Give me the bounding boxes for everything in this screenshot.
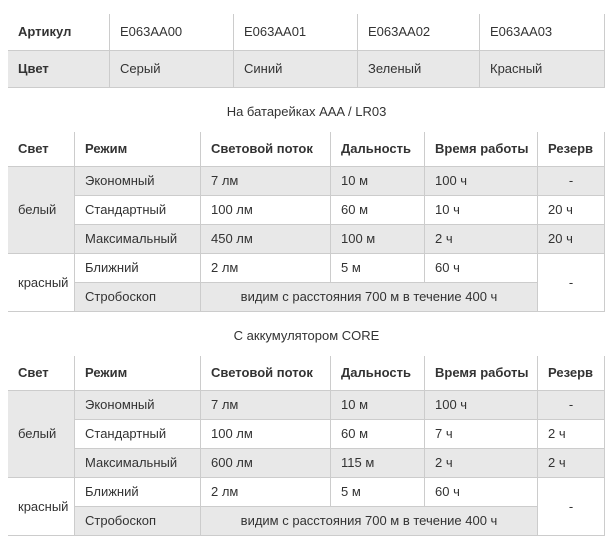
mode-cell: Стандартный xyxy=(75,420,201,449)
table-row: красный Ближний 2 лм 5 м 60 ч - xyxy=(8,254,605,312)
distance-cell: 5 м xyxy=(331,478,425,507)
mode-cell: Стробоскоп xyxy=(75,507,201,536)
time-cell: 2 ч xyxy=(425,449,538,478)
strobe-row: Стробоскоп видим с расстояния 700 м в те… xyxy=(8,507,605,536)
reserve-cell: - xyxy=(538,478,605,536)
distance-cell: 5 м xyxy=(331,254,425,283)
reserve-cell: - xyxy=(538,254,605,312)
color-value: Серый xyxy=(110,51,234,88)
light-group-red: красный xyxy=(8,254,75,312)
table-row: Максимальный 600 лм 115 м 2 ч 2 ч xyxy=(8,449,605,478)
strobe-visibility-cell: видим с расстояния 700 м в течение 400 ч xyxy=(201,507,538,536)
table-row: Максимальный 450 лм 100 м 2 ч 20 ч xyxy=(8,225,605,254)
mode-cell: Экономный xyxy=(75,167,201,196)
distance-cell: 115 м xyxy=(331,449,425,478)
distance-cell: 100 м xyxy=(331,225,425,254)
flux-cell: 450 лм xyxy=(201,225,331,254)
time-cell: 10 ч xyxy=(425,196,538,225)
table-row: белый Экономный 7 лм 10 м 100 ч - xyxy=(8,391,605,478)
mode-cell: Ближний xyxy=(75,254,201,283)
distance-cell: 10 м xyxy=(331,167,425,196)
distance-cell: 60 м xyxy=(331,420,425,449)
table-row: белый Экономный 7 лм 10 м 100 ч - xyxy=(8,167,605,254)
time-cell: 60 ч xyxy=(425,254,538,283)
flux-cell: 7 лм xyxy=(201,167,331,196)
header-reserve: Резерв xyxy=(538,132,605,167)
header-mode: Режим xyxy=(75,356,201,391)
reserve-cell: 20 ч xyxy=(538,196,605,225)
strobe-row: Стробоскоп видим с расстояния 700 м в те… xyxy=(8,283,605,312)
reserve-cell: 20 ч xyxy=(538,225,605,254)
flux-cell: 600 лм xyxy=(201,449,331,478)
article-label: Артикул xyxy=(8,14,110,51)
table-row: красный Ближний 2 лм 5 м 60 ч - xyxy=(8,478,605,536)
time-cell: 100 ч xyxy=(425,167,538,196)
product-table: Артикул E063AA00 E063AA01 E063AA02 E063A… xyxy=(8,14,605,88)
spec-header-row: Свет Режим Световой поток Дальность Врем… xyxy=(8,356,605,391)
header-flux: Световой поток xyxy=(201,356,331,391)
flux-cell: 2 лм xyxy=(201,254,331,283)
page-content: Артикул E063AA00 E063AA01 E063AA02 E063A… xyxy=(8,14,605,536)
article-value: E063AA00 xyxy=(110,14,234,51)
color-label: Цвет xyxy=(8,51,110,88)
reserve-cell: - xyxy=(538,391,605,420)
article-row: Артикул E063AA00 E063AA01 E063AA02 E063A… xyxy=(8,14,605,51)
reserve-cell: 2 ч xyxy=(538,420,605,449)
flux-cell: 100 лм xyxy=(201,196,331,225)
light-group-white: белый xyxy=(8,167,75,254)
header-light: Свет xyxy=(8,356,75,391)
table-row: Стандартный 100 лм 60 м 10 ч 20 ч xyxy=(8,196,605,225)
mode-cell: Ближний xyxy=(75,478,201,507)
article-value: E063AA01 xyxy=(234,14,358,51)
header-flux: Световой поток xyxy=(201,132,331,167)
section-title-core: С аккумулятором CORE xyxy=(233,328,380,343)
color-value: Красный xyxy=(480,51,605,88)
distance-cell: 60 м xyxy=(331,196,425,225)
mode-cell: Стробоскоп xyxy=(75,283,201,312)
article-value: E063AA03 xyxy=(480,14,605,51)
spec-table-core: Свет Режим Световой поток Дальность Врем… xyxy=(8,356,605,536)
flux-cell: 2 лм xyxy=(201,478,331,507)
header-light: Свет xyxy=(8,132,75,167)
mode-cell: Максимальный xyxy=(75,225,201,254)
mode-cell: Стандартный xyxy=(75,196,201,225)
color-row: Цвет Серый Синий Зеленый Красный xyxy=(8,51,605,88)
mode-cell: Максимальный xyxy=(75,449,201,478)
section-title-aaa: На батарейках AAA / LR03 xyxy=(226,104,387,119)
spec-header-row: Свет Режим Световой поток Дальность Врем… xyxy=(8,132,605,167)
distance-cell: 10 м xyxy=(331,391,425,420)
header-mode: Режим xyxy=(75,132,201,167)
header-distance: Дальность xyxy=(331,356,425,391)
light-group-red: красный xyxy=(8,478,75,536)
time-cell: 7 ч xyxy=(425,420,538,449)
color-value: Зеленый xyxy=(358,51,480,88)
flux-cell: 7 лм xyxy=(201,391,331,420)
time-cell: 60 ч xyxy=(425,478,538,507)
header-reserve: Резерв xyxy=(538,356,605,391)
strobe-visibility-cell: видим с расстояния 700 м в течение 400 ч xyxy=(201,283,538,312)
header-time: Время работы xyxy=(425,132,538,167)
spec-table-aaa: Свет Режим Световой поток Дальность Врем… xyxy=(8,132,605,312)
light-group-white: белый xyxy=(8,391,75,478)
header-distance: Дальность xyxy=(331,132,425,167)
article-value: E063AA02 xyxy=(358,14,480,51)
mode-cell: Экономный xyxy=(75,391,201,420)
reserve-cell: - xyxy=(538,167,605,196)
time-cell: 2 ч xyxy=(425,225,538,254)
header-time: Время работы xyxy=(425,356,538,391)
flux-cell: 100 лм xyxy=(201,420,331,449)
time-cell: 100 ч xyxy=(425,391,538,420)
color-value: Синий xyxy=(234,51,358,88)
table-row: Стандартный 100 лм 60 м 7 ч 2 ч xyxy=(8,420,605,449)
reserve-cell: 2 ч xyxy=(538,449,605,478)
